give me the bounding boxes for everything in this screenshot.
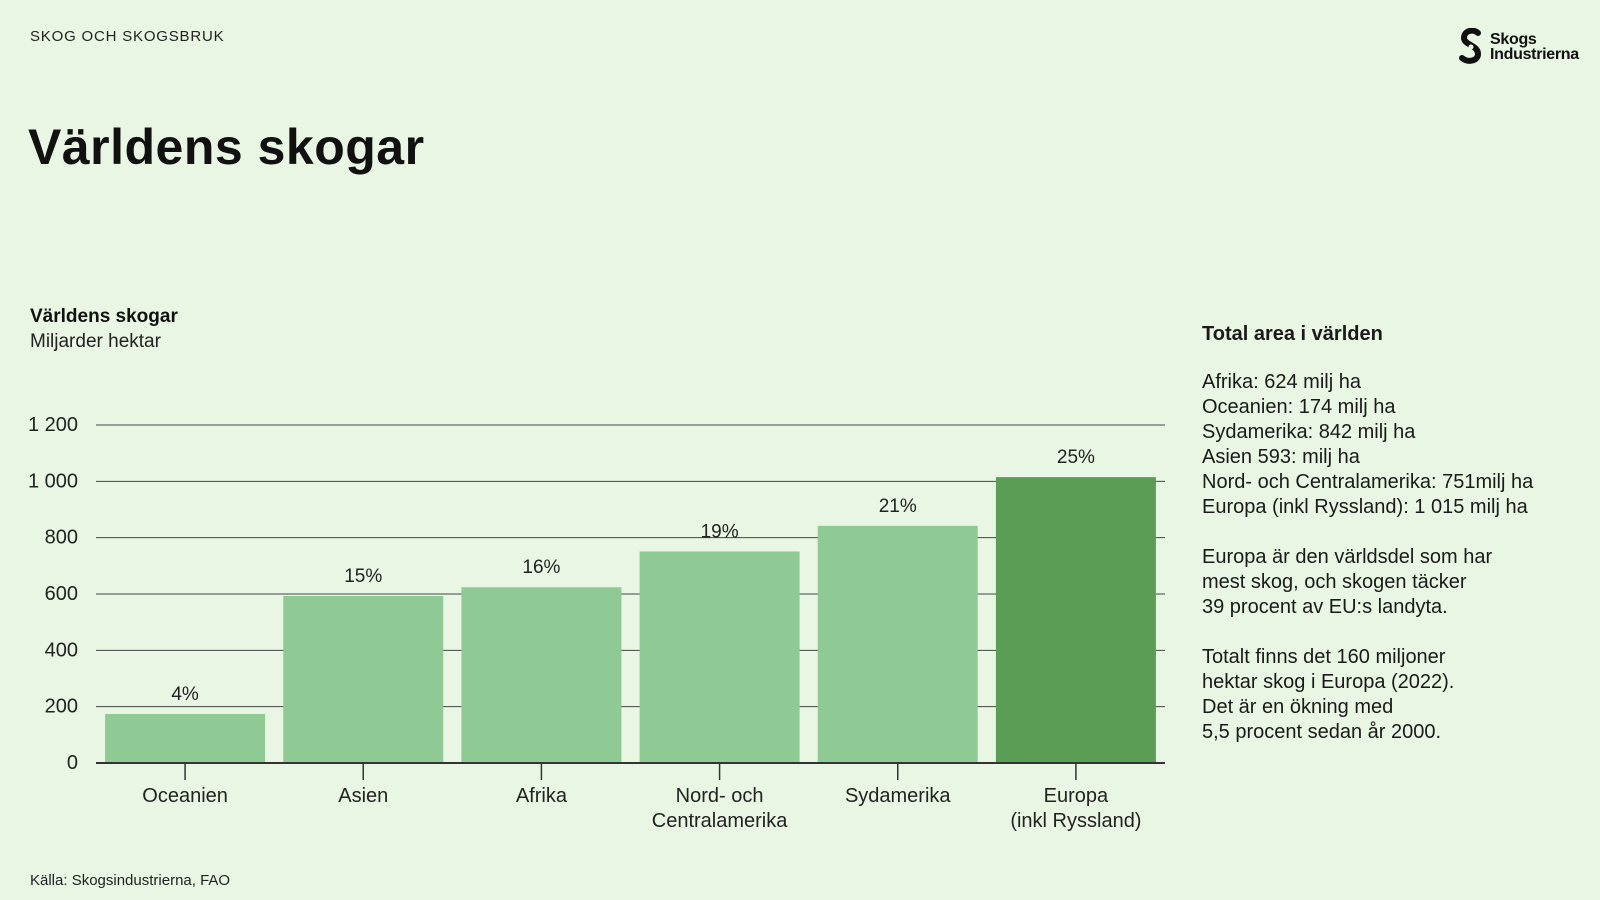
- bar: [817, 525, 978, 763]
- brand-logo: Skogs Industrierna: [1456, 28, 1579, 66]
- bar: [461, 587, 622, 763]
- y-tick-label: 1 000: [28, 470, 78, 492]
- region-area-item: Sydamerika: 842 milj ha: [1202, 421, 1416, 443]
- page-title: Världens skogar: [28, 119, 425, 175]
- logo-text-line1: Skogs: [1490, 31, 1537, 48]
- data-label: 16%: [522, 557, 560, 578]
- paragraph-line: Totalt finns det 160 miljoner: [1202, 646, 1446, 668]
- x-category-label: Centralamerika: [652, 810, 788, 832]
- sidebar-panel: Total area i världen Afrika: 624 milj ha…: [1202, 322, 1592, 745]
- bar: [283, 595, 444, 763]
- region-area-list: Afrika: 624 milj ha Oceanien: 174 milj ha…: [1202, 370, 1592, 520]
- sidebar-heading: Total area i världen: [1202, 323, 1383, 345]
- paragraph-line: Europa är den världsdel som har: [1202, 546, 1493, 568]
- logo-s-icon: [1459, 28, 1482, 64]
- y-tick-label: 600: [45, 583, 78, 605]
- europe-paragraph-1: Europa är den världsdel som har mest skog…: [1202, 545, 1592, 620]
- x-category-label: Sydamerika: [845, 785, 951, 807]
- bar: [639, 551, 800, 763]
- region-area-item: Europa (inkl Ryssland): 1 015 milj ha: [1202, 496, 1528, 518]
- source-note: Källa: Skogsindustrierna, FAO: [30, 872, 231, 889]
- chart-title: Världens skogar: [30, 306, 178, 327]
- region-area-item: Afrika: 624 milj ha: [1202, 371, 1361, 393]
- data-label: 25%: [1057, 447, 1095, 468]
- section-kicker: SKOG OCH SKOGSBRUK: [30, 28, 225, 45]
- y-tick-label: 0: [67, 752, 78, 774]
- region-area-item: Nord- och Centralamerika: 751milj ha: [1202, 471, 1534, 493]
- region-area-item: Asien 593: milj ha: [1202, 446, 1360, 468]
- bar-chart: 0 200 400 600 800 1 000 1 200 4% Oceanien 15% Asie…: [28, 414, 1165, 832]
- data-label: 19%: [701, 521, 739, 542]
- x-category-label: Oceanien: [142, 785, 228, 807]
- x-category-label: (inkl Ryssland): [1010, 810, 1141, 832]
- data-label: 15%: [344, 566, 382, 587]
- data-label: 21%: [879, 496, 917, 517]
- x-category-label: Asien: [338, 785, 388, 807]
- paragraph-line: mest skog, och skogen täcker: [1202, 571, 1467, 593]
- bar: [995, 477, 1156, 763]
- y-tick-label: 800: [45, 527, 78, 549]
- europe-paragraph-2: Totalt finns det 160 miljoner hektar skog…: [1202, 645, 1592, 745]
- region-area-item: Oceanien: 174 milj ha: [1202, 396, 1396, 418]
- paragraph-line: hektar skog i Europa (2022).: [1202, 671, 1455, 693]
- y-tick-label: 200: [45, 696, 78, 718]
- y-tick-label: 400: [45, 639, 78, 661]
- x-category-label: Nord- och: [676, 785, 764, 807]
- paragraph-line: 5,5 procent sedan år 2000.: [1202, 721, 1442, 743]
- y-tick-label: 1 200: [28, 414, 78, 436]
- paragraph-line: Det är en ökning med: [1202, 696, 1394, 718]
- bar: [105, 713, 266, 763]
- chart-subtitle: Miljarder hektar: [30, 331, 161, 352]
- paragraph-line: 39 procent av EU:s landyta.: [1202, 596, 1448, 618]
- x-category-label: Europa: [1044, 785, 1109, 807]
- x-category-label: Afrika: [516, 785, 568, 807]
- logo-text-line2: Industrierna: [1490, 46, 1579, 63]
- data-label: 4%: [171, 684, 199, 705]
